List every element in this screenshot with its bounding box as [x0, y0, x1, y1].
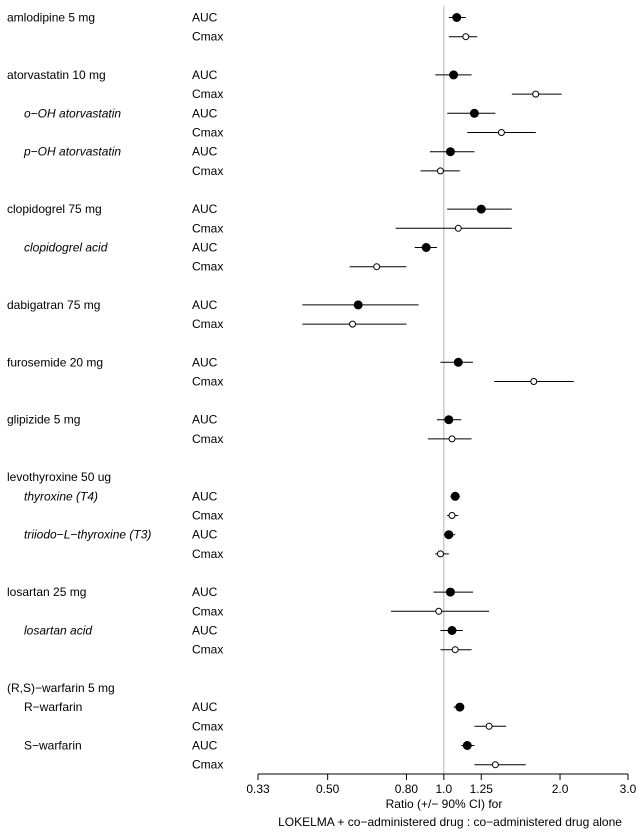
point-estimate-cmax — [448, 512, 456, 519]
point-estimate-auc — [450, 491, 460, 501]
plot-rows: amlodipine 5 mg AUC Cmax atorvastatin 10 mg… — [7, 11, 574, 772]
metric-label: AUC — [192, 700, 218, 714]
point-estimate-cmax — [530, 378, 538, 385]
row-label: atorvastatin 10 mg — [7, 68, 106, 82]
row-label: furosemide 20 mg — [7, 355, 103, 369]
point-estimate-auc — [444, 530, 454, 540]
point-estimate-auc — [476, 204, 486, 214]
point-estimate-cmax — [451, 646, 459, 654]
metric-label: Cmax — [192, 164, 223, 178]
metric-label: Cmax — [192, 317, 223, 331]
point-estimate-auc — [353, 300, 363, 310]
point-estimate-auc — [453, 357, 463, 367]
metric-label: Cmax — [192, 87, 223, 101]
x-tick-label: 1.25 — [470, 782, 494, 796]
point-estimate-auc — [469, 108, 479, 118]
row-label: losartan acid — [24, 624, 92, 638]
point-estimate-auc — [462, 741, 472, 750]
row-label: (R,S)−warfarin 5 mg — [7, 681, 115, 695]
metric-label: AUC — [192, 106, 218, 120]
metric-label: AUC — [192, 528, 218, 542]
point-estimate-auc — [445, 587, 455, 597]
x-tick-label: 0.33 — [246, 782, 270, 796]
x-axis-label-line1: Ratio (+/− 90% CI) for — [386, 797, 503, 811]
point-estimate-cmax — [454, 224, 462, 232]
point-estimate-cmax — [448, 435, 456, 443]
row-label: dabigatran 75 mg — [7, 298, 100, 312]
metric-label: AUC — [192, 739, 218, 753]
metric-label: AUC — [192, 241, 218, 255]
point-estimate-cmax — [436, 550, 444, 558]
metric-label: Cmax — [192, 604, 223, 618]
metric-label: Cmax — [192, 432, 223, 446]
metric-label: AUC — [192, 489, 218, 503]
metric-label: AUC — [192, 11, 218, 25]
point-estimate-cmax — [349, 320, 357, 328]
point-estimate-cmax — [462, 33, 470, 41]
metric-label: AUC — [192, 585, 218, 599]
point-estimate-cmax — [491, 761, 499, 769]
row-label: glipizide 5 mg — [7, 413, 80, 427]
x-tick-label: 1.0 — [435, 782, 452, 796]
point-estimate-auc — [455, 702, 465, 712]
metric-label: Cmax — [192, 509, 223, 523]
metric-label: Cmax — [192, 643, 223, 657]
row-label: clopidogrel acid — [24, 241, 108, 255]
x-axis-label-line2: LOKELMA + co−administered drug : co−admi… — [278, 815, 622, 829]
metric-label: AUC — [192, 298, 218, 312]
metric-label: Cmax — [192, 375, 223, 389]
metric-label: Cmax — [192, 547, 223, 561]
metric-label: AUC — [192, 355, 218, 369]
metric-label: Cmax — [192, 126, 223, 140]
row-label: p−OH atorvastatin — [23, 145, 121, 159]
point-estimate-auc — [445, 147, 455, 157]
metric-label: AUC — [192, 68, 218, 82]
point-estimate-cmax — [435, 607, 443, 615]
metric-label: AUC — [192, 624, 218, 638]
point-estimate-auc — [447, 626, 457, 635]
x-tick-label: 0.80 — [395, 782, 419, 796]
metric-label: Cmax — [192, 719, 223, 733]
metric-label: Cmax — [192, 260, 223, 274]
row-label: losartan 25 mg — [7, 585, 86, 599]
metric-label: Cmax — [192, 30, 223, 44]
point-estimate-cmax — [485, 722, 493, 730]
metric-label: Cmax — [192, 221, 223, 235]
row-label: thyroxine (T4) — [24, 489, 98, 503]
row-label: levothyroxine 50 ug — [7, 470, 111, 484]
x-axis: 0.33 0.50 0.80 1.0 1.25 2.0 3.0 — [246, 6, 637, 796]
point-estimate-auc — [444, 415, 454, 425]
row-label: clopidogrel 75 mg — [7, 202, 102, 216]
row-label: amlodipine 5 mg — [7, 11, 95, 25]
metric-label: AUC — [192, 145, 218, 159]
point-estimate-cmax — [373, 263, 381, 271]
metric-label: Cmax — [192, 758, 223, 772]
x-tick-label: 0.50 — [316, 782, 340, 796]
x-tick-label: 2.0 — [552, 782, 569, 796]
point-estimate-auc — [421, 243, 431, 252]
point-estimate-cmax — [497, 129, 505, 136]
point-estimate-auc — [449, 70, 459, 80]
metric-label: AUC — [192, 202, 218, 216]
x-tick-label: 3.0 — [620, 782, 637, 796]
row-label: S−warfarin — [24, 739, 82, 753]
point-estimate-cmax — [436, 167, 444, 175]
row-label: R−warfarin — [24, 700, 82, 714]
row-label: o−OH atorvastatin — [24, 106, 121, 120]
metric-label: AUC — [192, 413, 218, 427]
point-estimate-auc — [452, 13, 462, 22]
point-estimate-cmax — [532, 90, 540, 98]
row-label: triiodo−L−thyroxine (T3) — [24, 528, 151, 542]
